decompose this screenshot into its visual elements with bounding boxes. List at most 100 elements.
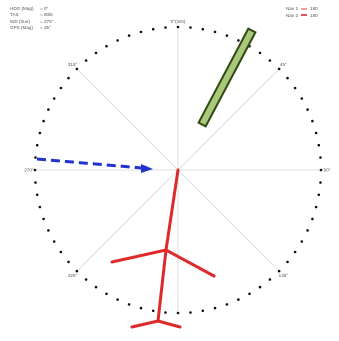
legend-value: 180 [310, 12, 318, 18]
tick-dot [42, 217, 45, 221]
readout-sep: = [40, 6, 43, 11]
tick-dot [213, 306, 217, 310]
tick-dot [151, 27, 155, 31]
tick-dot [300, 97, 304, 100]
tick-dot [319, 181, 322, 184]
tick-dot [116, 298, 119, 301]
tick-dot [319, 156, 322, 159]
tick-dot [35, 143, 39, 147]
tick-dot [258, 285, 262, 289]
tick-dot [176, 25, 180, 29]
ring-label: 270° [24, 168, 34, 173]
tick-dot [59, 250, 63, 254]
wind-arrow [36, 157, 153, 173]
tick-dot [311, 217, 314, 221]
tick-dot [319, 168, 323, 172]
tick-dot [116, 39, 119, 42]
readout-sep: = [40, 12, 43, 18]
readout-label: HDG (Mag) [10, 6, 34, 11]
tick-dot [286, 260, 289, 264]
ring-label: 90° [324, 168, 331, 173]
tick-dot [201, 27, 205, 31]
legend-swatch [301, 7, 308, 10]
legend-item-nav1[interactable]: Nav 1 180 [286, 6, 318, 13]
north-label: 0°(mN) [171, 19, 186, 24]
tick-dot [42, 119, 45, 123]
tick-dot [306, 108, 309, 111]
tick-dot [52, 240, 56, 243]
tick-dot [311, 119, 314, 123]
tick-dot [258, 51, 262, 55]
tick-dot [139, 30, 143, 34]
readout-value: 35° [43, 25, 51, 31]
readout-value: 275° [43, 18, 54, 24]
tick-dot [277, 67, 281, 71]
tick-dot [139, 306, 143, 310]
ring-labels: 0°(mN) 45° 90° 135° 225° 270° 315° [24, 19, 330, 278]
tick-dot [67, 76, 70, 80]
tick-dot [67, 260, 70, 264]
readout-row: GPS (Mag) = 35° [10, 25, 53, 31]
tick-dot [237, 298, 240, 301]
tick-dot [164, 311, 167, 314]
tick-dot [268, 59, 272, 62]
tick-dot [105, 292, 108, 296]
tick-dot [213, 30, 217, 34]
readout-row: TAS = 80kt [10, 12, 53, 18]
tick-dot [317, 193, 321, 197]
tick-dot [286, 76, 289, 80]
legend-swatch [301, 14, 308, 17]
tick-dot [94, 285, 98, 289]
tick-dot [105, 44, 108, 48]
tick-dot [84, 59, 88, 62]
tick-dot [314, 205, 318, 209]
readout-value: 0° [43, 6, 49, 11]
readout-sep: = [40, 25, 43, 31]
tick-dot [127, 34, 131, 37]
readout-row: WD (true) = 275° [10, 19, 53, 25]
flight-readout-panel: HDG (Mag) = 0° TAS = 80kt WD (true) = 275° … [10, 6, 53, 32]
readout-label: GPS (Mag) [10, 25, 33, 31]
wind-arrow-head [141, 164, 153, 173]
wind-arrow-line [36, 157, 143, 170]
tick-dot [34, 181, 37, 184]
ring-label: 225° [68, 273, 78, 278]
legend-value: 180 [310, 6, 318, 11]
tick-dot [38, 205, 42, 209]
red-track-fork [130, 319, 160, 329]
tick-dot [33, 168, 37, 172]
tick-dot [225, 303, 229, 306]
legend-label: Nav 1 [286, 6, 299, 11]
tick-dot [59, 86, 63, 90]
tick-dot [306, 229, 309, 232]
tick-dot [189, 311, 192, 314]
readout-label: WD (true) [10, 18, 30, 24]
spoke-line [177, 169, 280, 272]
tick-dot [75, 67, 79, 71]
readout-row: HDG (Mag) = 0° [10, 6, 53, 12]
readout-sep: = [40, 18, 43, 24]
red-track-fork [156, 319, 182, 329]
readout-label: TAS [10, 12, 19, 18]
tick-dot [293, 86, 297, 90]
tick-dot [94, 51, 98, 55]
spoke-line [76, 169, 179, 272]
tick-dot [52, 97, 56, 100]
tick-dot [164, 26, 167, 29]
legend-item-nav2[interactable]: Nav 2 180 [286, 13, 318, 20]
red-track-branch-right [164, 248, 216, 278]
tick-dot [314, 131, 318, 135]
readout-value: 80kt [43, 12, 53, 18]
tick-dot [127, 303, 131, 306]
tick-dot [225, 34, 229, 37]
spoke-line [177, 68, 280, 171]
tick-dot [293, 250, 297, 254]
tick-dot [47, 108, 50, 111]
red-track [110, 168, 216, 329]
green-bar-fill [199, 29, 255, 126]
tick-dot [300, 240, 304, 243]
tick-dot [268, 278, 272, 281]
red-track-branch-left [110, 248, 168, 264]
tick-dot [34, 156, 37, 159]
